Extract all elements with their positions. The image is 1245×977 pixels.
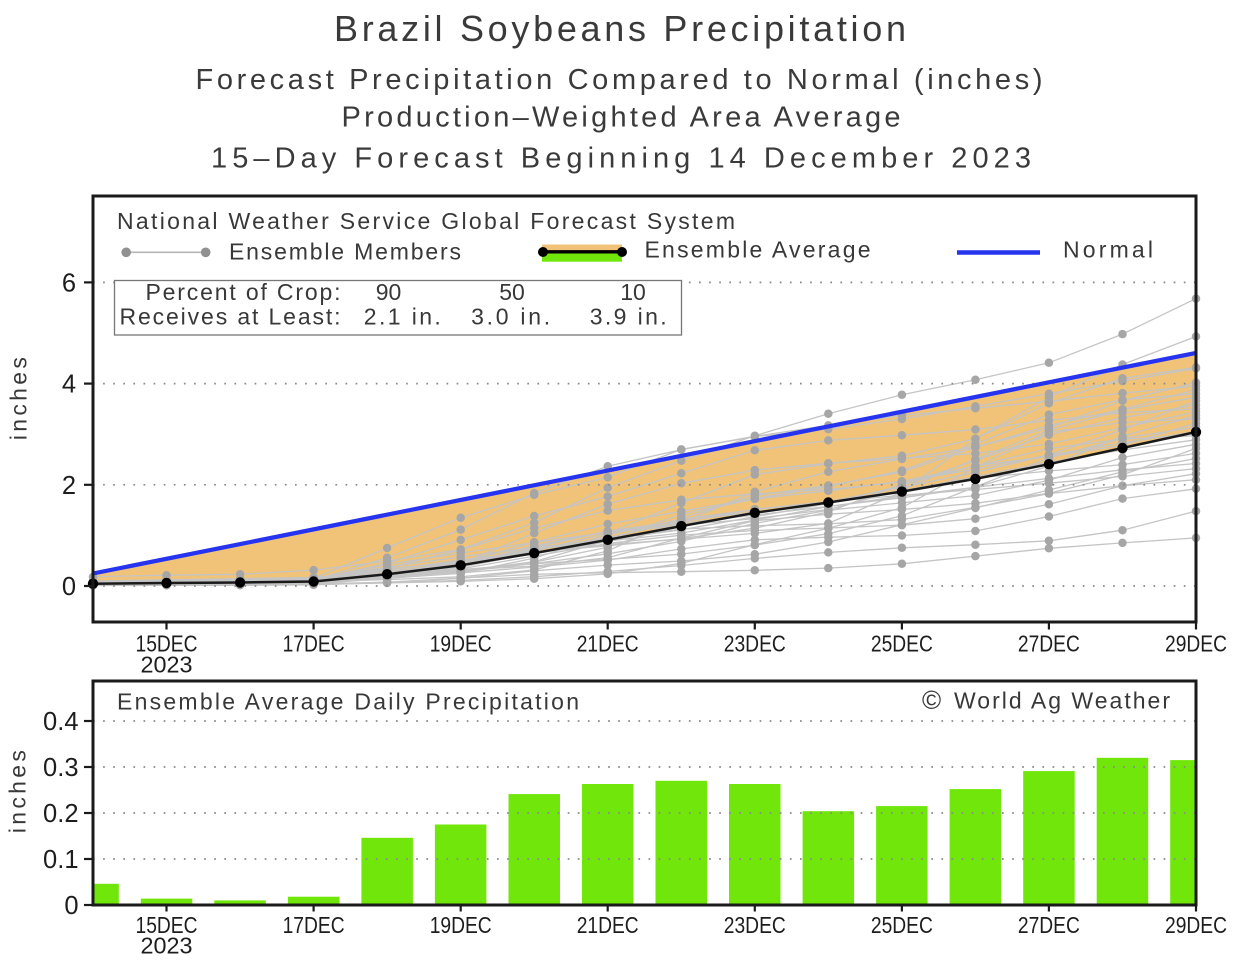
- svg-text:0.3: 0.3: [43, 754, 78, 782]
- svg-text:3.0 in.: 3.0 in.: [471, 304, 550, 330]
- svg-text:23DEC: 23DEC: [724, 912, 786, 938]
- svg-text:inches: inches: [6, 354, 32, 440]
- svg-text:15DEC: 15DEC: [136, 912, 198, 938]
- svg-text:27DEC: 27DEC: [1018, 631, 1080, 657]
- svg-text:Production–Weighted Area Avera: Production–Weighted Area Average: [342, 102, 901, 134]
- svg-text:0.4: 0.4: [43, 708, 78, 736]
- svg-text:15DEC: 15DEC: [136, 631, 198, 657]
- svg-text:National Weather Service Globa: National Weather Service Global Forecast…: [117, 208, 735, 234]
- svg-text:2023: 2023: [141, 933, 193, 959]
- svg-text:Ensemble Average: Ensemble Average: [645, 237, 871, 263]
- svg-text:25DEC: 25DEC: [871, 631, 933, 657]
- svg-text:2: 2: [62, 472, 76, 500]
- svg-text:0.2: 0.2: [43, 800, 78, 828]
- svg-text:6: 6: [62, 269, 76, 297]
- svg-text:3.9 in.: 3.9 in.: [590, 304, 667, 330]
- svg-text:World Ag Weather: World Ag Weather: [954, 688, 1170, 714]
- svg-text:19DEC: 19DEC: [430, 912, 492, 938]
- svg-text:17DEC: 17DEC: [283, 912, 345, 938]
- svg-text:27DEC: 27DEC: [1018, 912, 1080, 938]
- svg-text:0.1: 0.1: [43, 846, 78, 874]
- svg-text:21DEC: 21DEC: [577, 912, 639, 938]
- svg-text:21DEC: 21DEC: [577, 631, 639, 657]
- svg-text:29DEC: 29DEC: [1165, 912, 1227, 938]
- svg-text:15–Day Forecast Beginning 14 D: 15–Day Forecast Beginning 14 December 20…: [211, 143, 1031, 175]
- svg-text:Ensemble Members: Ensemble Members: [229, 239, 461, 265]
- svg-text:Percent of Crop:: Percent of Crop:: [146, 279, 341, 305]
- svg-text:0: 0: [64, 892, 78, 920]
- svg-text:90: 90: [376, 279, 402, 305]
- svg-text:17DEC: 17DEC: [283, 631, 345, 657]
- svg-text:23DEC: 23DEC: [724, 631, 786, 657]
- svg-text:2023: 2023: [141, 652, 193, 678]
- svg-text:50: 50: [499, 279, 525, 305]
- svg-text:2.1 in.: 2.1 in.: [364, 304, 441, 330]
- svg-text:29DEC: 29DEC: [1165, 631, 1227, 657]
- svg-text:4: 4: [62, 371, 76, 399]
- svg-text:0: 0: [62, 573, 76, 601]
- svg-text:10: 10: [620, 279, 646, 305]
- svg-text:19DEC: 19DEC: [430, 631, 492, 657]
- svg-text:inches: inches: [5, 747, 31, 833]
- svg-text:25DEC: 25DEC: [871, 912, 933, 938]
- svg-text:©: ©: [922, 685, 941, 715]
- svg-text:Forecast Precipitation Compare: Forecast Precipitation Compared to Norma…: [196, 64, 1043, 96]
- svg-text:Receives at Least:: Receives at Least:: [120, 304, 341, 330]
